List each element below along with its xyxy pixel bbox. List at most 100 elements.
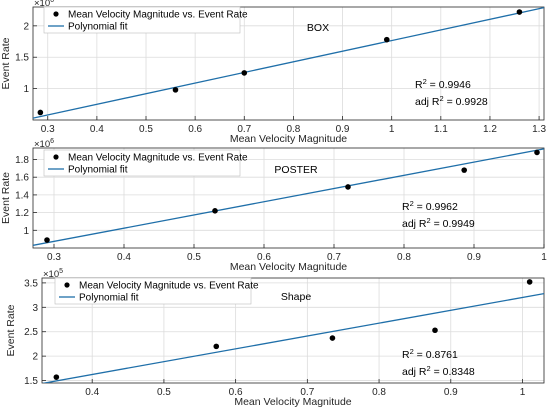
y-tick-label: 1	[23, 226, 29, 237]
x-tick-label: 0.6	[257, 252, 271, 263]
y-tick-label: 1.8	[15, 155, 29, 166]
adj-r2-value: = 0.9949	[431, 218, 475, 230]
legend-label-points: Mean Velocity Magnitude vs. Event Rate	[79, 281, 259, 292]
axes-box	[41, 277, 545, 384]
y-tick-label: 1.5	[24, 376, 38, 387]
y-tick-label: 3	[32, 303, 38, 314]
y-tick-label: 1.5	[15, 53, 29, 64]
axes-box	[32, 6, 545, 121]
x-tick-label: 0.9	[336, 124, 350, 135]
panel-title: Shape	[281, 291, 312, 303]
legend-marker-points	[53, 154, 59, 160]
x-tick-label: 0.5	[187, 252, 201, 263]
data-point	[172, 87, 179, 93]
legend-box	[54, 277, 252, 305]
adj-r2-value: = 0.8348	[431, 366, 475, 378]
r2-superscript: 2	[410, 199, 414, 208]
data-point	[383, 36, 390, 43]
legend: Mean Velocity Magnitude vs. Event RatePo…	[43, 149, 248, 177]
data-point	[534, 149, 540, 156]
x-tick-label: 0.7	[237, 124, 251, 135]
x-axis-label: Mean Velocity Magnitude	[234, 396, 351, 408]
x-tick-label: 0.8	[286, 124, 300, 135]
y-scale-label: ×106	[34, 138, 54, 150]
x-tick-label: 0.9	[444, 387, 458, 398]
data-point	[213, 343, 220, 350]
y-tick-label: 2	[23, 21, 29, 32]
x-tick-label: 1	[389, 124, 395, 135]
x-tick-label: 0.9	[467, 252, 481, 263]
x-axis-label: Mean Velocity Magnitude	[230, 133, 347, 145]
r2-value: = 0.9946	[427, 79, 471, 91]
x-tick-label: 1.3	[532, 124, 546, 135]
y-tick-label: 1.4	[15, 190, 29, 201]
y-tick-label: 2	[32, 352, 38, 363]
panel-title: BOX	[307, 22, 329, 34]
adj-r2-annotation: adj R2 = 0.8348	[402, 364, 475, 378]
legend-label-fit: Polynomial fit	[79, 293, 139, 304]
adj-r2-annotation: adj R2 = 0.9928	[415, 94, 488, 108]
x-tick-label: 0.6	[188, 124, 202, 135]
y-axis-label: Event Rate	[0, 172, 12, 224]
x-tick-label: 1	[541, 252, 547, 263]
x-tick-label: 0.7	[327, 252, 341, 263]
y-tick-label: 1.6	[15, 173, 29, 184]
x-tick-label: 0.7	[300, 387, 314, 398]
panel-1: 0.3 0.4 0.5 0.6 0.7 0.8 0.9 1 1.1 1.2 1.311.52×106…	[0, 0, 546, 145]
legend: Mean Velocity Magnitude vs. Event RatePo…	[54, 277, 259, 305]
r2-annotation: R2 = 0.8761	[402, 347, 458, 361]
adj-r2-superscript: 2	[427, 364, 431, 373]
x-tick-label: 0.4	[117, 252, 131, 263]
legend-marker-points	[64, 282, 70, 288]
data-point	[516, 9, 523, 15]
legend-label-points: Mean Velocity Magnitude vs. Event Rate	[68, 10, 248, 21]
adj-r2-label: adj R	[415, 96, 440, 108]
data-point	[44, 237, 50, 243]
r2-value: = 0.8761	[414, 349, 458, 361]
r2-value: = 0.9962	[414, 201, 458, 213]
y-scale-base: ×10	[34, 0, 50, 9]
x-tick-label: 1.1	[434, 124, 448, 135]
data-point	[37, 109, 44, 116]
y-scale-base: ×10	[34, 139, 50, 150]
r2-label: R	[402, 349, 410, 361]
panel-title: POSTER	[274, 164, 318, 176]
fit-line	[42, 292, 544, 383]
y-scale-exponent: 5	[59, 268, 63, 275]
r2-label: R	[402, 201, 410, 213]
y-tick-label: 1	[23, 84, 29, 95]
data-point	[461, 167, 468, 173]
y-tick-label: 2.5	[24, 327, 38, 338]
r2-superscript: 2	[423, 77, 427, 86]
y-axis-label: Event Rate	[0, 37, 12, 89]
x-tick-label: 0.5	[157, 387, 171, 398]
data-point	[432, 327, 438, 334]
data-point	[526, 279, 533, 285]
x-tick-label: 0.3	[47, 252, 61, 263]
x-tick-label: 0.4	[85, 387, 99, 398]
legend-marker-points	[53, 11, 59, 17]
data-point	[241, 70, 248, 76]
r2-label: R	[415, 79, 423, 91]
x-tick-label: 0.8	[372, 387, 386, 398]
legend: Mean Velocity Magnitude vs. Event RatePo…	[43, 6, 248, 34]
data-point	[329, 335, 336, 341]
data-point	[345, 184, 351, 190]
x-tick-label: 0.5	[139, 124, 153, 135]
legend-label-fit: Polynomial fit	[68, 165, 128, 176]
adj-r2-superscript: 2	[440, 94, 444, 103]
legend-label-points: Mean Velocity Magnitude vs. Event Rate	[68, 153, 248, 164]
r2-annotation: R2 = 0.9946	[415, 77, 471, 91]
adj-r2-label: adj R	[402, 218, 427, 230]
x-tick-label: 0.6	[229, 387, 243, 398]
legend-box	[43, 149, 241, 177]
x-tick-label: 0.8	[397, 252, 411, 263]
x-tick-label: 0.3	[41, 124, 55, 135]
y-scale-label: ×105	[43, 268, 63, 280]
fit-line	[33, 7, 544, 119]
adj-r2-value: = 0.9928	[444, 96, 488, 108]
y-scale-base: ×10	[43, 269, 59, 280]
y-tick-label: 3.5	[24, 278, 38, 289]
